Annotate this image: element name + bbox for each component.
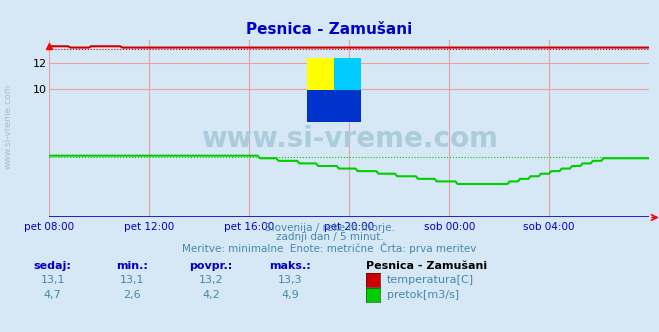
Bar (307, 90, 334, 122)
Text: 13,1: 13,1 (40, 275, 65, 285)
Text: 4,9: 4,9 (281, 290, 299, 299)
Text: maks.:: maks.: (269, 261, 311, 271)
Text: 4,7: 4,7 (44, 290, 61, 299)
Text: 13,3: 13,3 (277, 275, 302, 285)
Text: min.:: min.: (116, 261, 148, 271)
Text: zadnji dan / 5 minut.: zadnji dan / 5 minut. (275, 232, 384, 242)
Text: Slovenija / reke in morje.: Slovenija / reke in morje. (264, 223, 395, 233)
Bar (334, 90, 361, 122)
Text: Meritve: minimalne  Enote: metrične  Črta: prva meritev: Meritve: minimalne Enote: metrične Črta:… (183, 242, 476, 254)
Text: 2,6: 2,6 (123, 290, 140, 299)
Bar (307, 57, 334, 90)
Text: 13,1: 13,1 (119, 275, 144, 285)
Bar (334, 57, 361, 90)
Text: temperatura[C]: temperatura[C] (387, 275, 474, 285)
Text: Pesnica - Zamušani: Pesnica - Zamušani (246, 22, 413, 37)
Text: povpr.:: povpr.: (189, 261, 233, 271)
Text: pretok[m3/s]: pretok[m3/s] (387, 290, 459, 299)
Text: 13,2: 13,2 (198, 275, 223, 285)
Text: 4,2: 4,2 (202, 290, 219, 299)
Text: www.si-vreme.com: www.si-vreme.com (3, 83, 13, 169)
Text: Pesnica - Zamušani: Pesnica - Zamušani (366, 261, 487, 271)
Text: sedaj:: sedaj: (34, 261, 72, 271)
Text: www.si-vreme.com: www.si-vreme.com (201, 125, 498, 153)
